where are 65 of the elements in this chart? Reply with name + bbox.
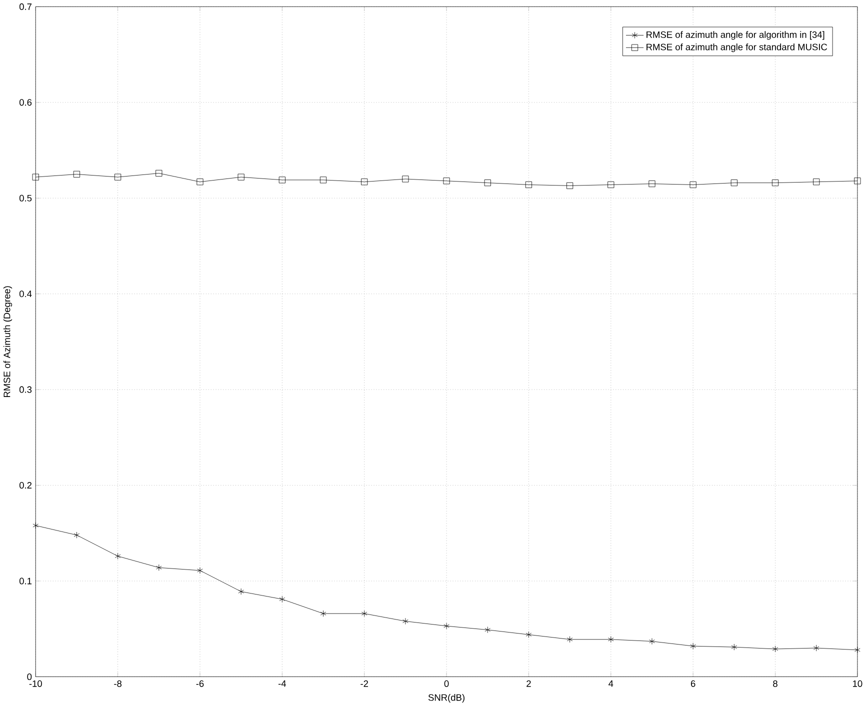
x-tick-label: 2: [526, 680, 531, 687]
point: [444, 622, 450, 630]
point: [526, 631, 532, 638]
x-tick-label: 10: [852, 680, 862, 687]
point: [361, 178, 368, 186]
y-tick-label: 0.5: [19, 194, 32, 202]
point: [813, 178, 820, 186]
x-tick-label: 4: [608, 680, 614, 687]
point: [196, 178, 204, 186]
point: [690, 181, 696, 188]
point: [772, 180, 779, 186]
point: [197, 567, 203, 574]
point: [114, 174, 122, 180]
legend-label: RMSE of azimuth angle for algorithm in [34]: [646, 31, 824, 40]
y-tick-label: 0: [27, 673, 32, 680]
point: [361, 610, 368, 617]
point: [443, 178, 450, 184]
point: [238, 588, 244, 595]
point: [238, 174, 244, 180]
x-tick-label: -8: [114, 680, 122, 687]
y-tick-label: 0.7: [19, 3, 32, 10]
point: [320, 176, 327, 184]
point: [772, 646, 778, 652]
y-axis-title: RMSE of Azimuth (Degree): [3, 286, 12, 398]
point: [566, 636, 573, 643]
point: [525, 181, 532, 188]
legend-label: RMSE of azimuth angle for standard MUSIC: [646, 43, 828, 52]
point: [74, 532, 80, 538]
x-tick-label: -10: [29, 680, 42, 687]
y-tick-label: 0.3: [19, 386, 32, 393]
point: [402, 176, 409, 182]
point: [279, 596, 286, 602]
point: [32, 522, 38, 529]
point: [114, 552, 121, 560]
point: [320, 610, 326, 617]
point: [566, 182, 574, 189]
x-tick-label: 8: [773, 680, 778, 687]
x-tick-label: -6: [196, 680, 204, 687]
y-tick-label: 0.1: [19, 578, 32, 584]
x-tick-label: -4: [278, 680, 286, 687]
y-tick-label: 0.2: [19, 482, 32, 489]
point: [608, 181, 614, 188]
point: [484, 180, 491, 186]
point: [649, 638, 655, 645]
point: [73, 170, 80, 178]
x-tick-label: 6: [690, 680, 696, 687]
y-tick-label: 0.4: [19, 290, 32, 298]
point: [854, 178, 861, 184]
x-axis-title: SNR(dB): [428, 694, 464, 703]
point: [156, 170, 162, 177]
x-tick-label: -2: [360, 680, 368, 687]
y-tick-label: 0.6: [19, 99, 32, 106]
point: [690, 642, 696, 650]
point: [278, 176, 286, 184]
point: [730, 180, 738, 186]
point: [813, 644, 820, 652]
point: [608, 636, 614, 643]
point: [648, 180, 656, 188]
x-tick-label: 0: [444, 680, 449, 687]
point: [854, 646, 860, 654]
point: [402, 618, 408, 624]
point: [156, 564, 162, 571]
point: [484, 626, 490, 634]
point: [32, 174, 39, 180]
point: [731, 644, 738, 650]
